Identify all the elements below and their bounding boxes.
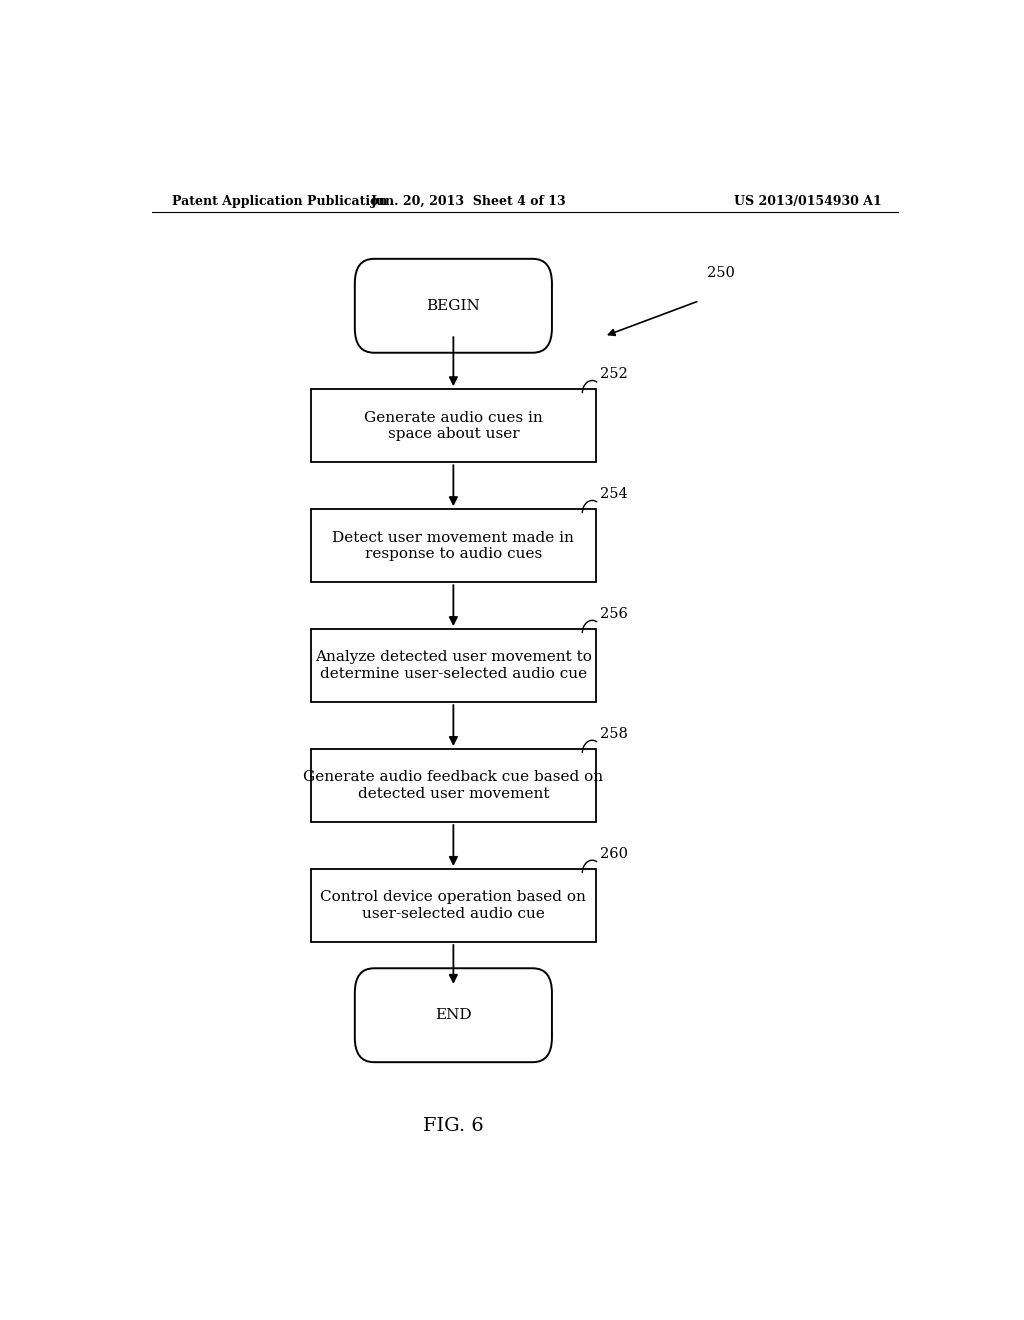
Text: BEGIN: BEGIN [427, 298, 480, 313]
Text: Detect user movement made in
response to audio cues: Detect user movement made in response to… [333, 531, 574, 561]
Text: Analyze detected user movement to
determine user-selected audio cue: Analyze detected user movement to determ… [315, 651, 592, 681]
Text: US 2013/0154930 A1: US 2013/0154930 A1 [734, 194, 882, 207]
Bar [310, 748, 596, 822]
Text: 250: 250 [708, 267, 735, 280]
Text: Generate audio cues in
space about user: Generate audio cues in space about user [364, 411, 543, 441]
Text: FIG. 6: FIG. 6 [423, 1117, 483, 1135]
Text: 252: 252 [600, 367, 628, 381]
FancyBboxPatch shape [354, 259, 552, 352]
Bar [310, 389, 596, 462]
Text: 254: 254 [600, 487, 628, 500]
Bar [310, 510, 596, 582]
Text: Control device operation based on
user-selected audio cue: Control device operation based on user-s… [321, 891, 587, 920]
Text: 256: 256 [600, 607, 628, 620]
Text: Jun. 20, 2013  Sheet 4 of 13: Jun. 20, 2013 Sheet 4 of 13 [372, 194, 567, 207]
Bar [310, 869, 596, 942]
Text: Generate audio feedback cue based on
detected user movement: Generate audio feedback cue based on det… [303, 771, 603, 801]
Bar [310, 630, 596, 702]
Text: 260: 260 [600, 846, 628, 861]
Text: Patent Application Publication: Patent Application Publication [172, 194, 387, 207]
Text: END: END [435, 1008, 472, 1022]
Text: 258: 258 [600, 727, 628, 741]
FancyBboxPatch shape [354, 969, 552, 1063]
